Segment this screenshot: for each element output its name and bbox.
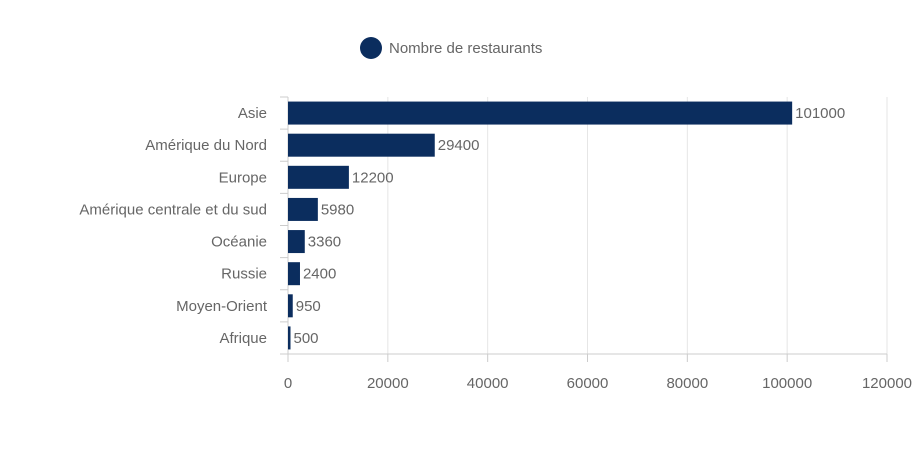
bar[interactable] <box>288 165 349 189</box>
data-label: 5980 <box>321 201 354 218</box>
x-tick-label: 0 <box>284 375 292 392</box>
category-label: Amérique centrale et du sud <box>79 201 267 218</box>
bar[interactable] <box>288 326 291 350</box>
bar[interactable] <box>288 133 435 157</box>
category-label: Asie <box>238 105 267 122</box>
category-label: Afrique <box>219 330 267 347</box>
data-label: 12200 <box>352 169 394 186</box>
legend-label: Nombre de restaurants <box>389 40 542 57</box>
data-label: 950 <box>296 298 321 315</box>
category-label: Amérique du Nord <box>145 137 267 154</box>
bar[interactable] <box>288 197 318 221</box>
category-label: Europe <box>219 169 267 186</box>
x-tick-label: 80000 <box>666 375 708 392</box>
bar[interactable] <box>288 294 293 318</box>
gridlines <box>387 97 888 354</box>
legend[interactable]: Nombre de restaurants <box>360 37 542 59</box>
x-tick-label: 40000 <box>467 375 509 392</box>
data-label: 29400 <box>438 137 480 154</box>
category-label: Moyen-Orient <box>176 298 268 315</box>
x-tick-label: 20000 <box>367 375 409 392</box>
axes: 0 20000 40000 60000 80000 100000 120000 <box>280 96 912 392</box>
bar[interactable] <box>288 262 300 286</box>
x-tick-label: 60000 <box>567 375 609 392</box>
category-label: Russie <box>221 266 267 283</box>
labels: Asie 101000 Amérique du Nord 29400 Europe 122… <box>79 105 845 347</box>
data-label: 500 <box>293 330 318 347</box>
data-label: 101000 <box>795 105 845 122</box>
x-tick-label: 100000 <box>762 375 812 392</box>
bar[interactable] <box>288 101 793 125</box>
legend-marker <box>360 37 382 59</box>
data-label: 3360 <box>308 234 341 251</box>
bars <box>288 101 793 350</box>
bar[interactable] <box>288 230 305 254</box>
data-label: 2400 <box>303 266 336 283</box>
category-label: Océanie <box>211 234 267 251</box>
x-tick-label: 120000 <box>862 375 912 392</box>
